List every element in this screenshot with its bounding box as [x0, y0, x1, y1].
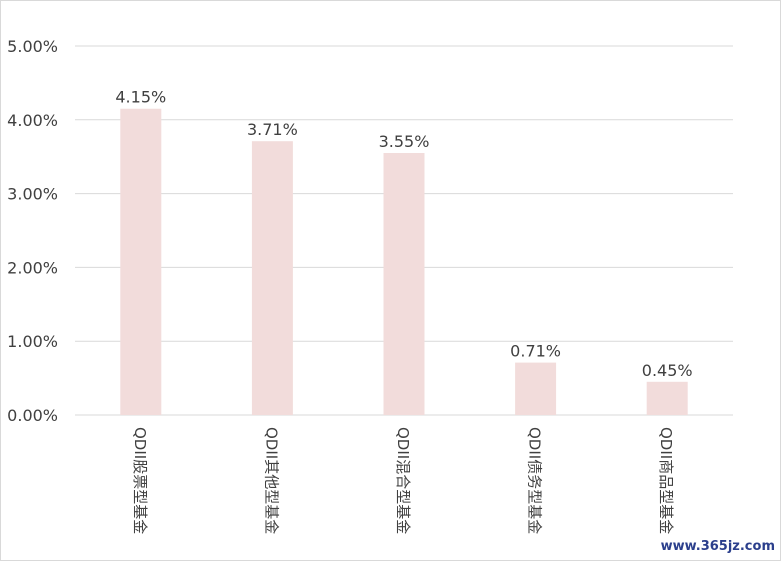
y-tick-label: 2.00%: [7, 258, 58, 277]
data-label: 3.71%: [247, 120, 298, 139]
x-tick-label: QDII其他型基金: [262, 427, 280, 534]
bar: [251, 141, 293, 415]
x-tick-label: QDII混合型基金: [394, 427, 412, 534]
bar: [120, 108, 162, 415]
bar: [646, 381, 688, 415]
watermark: www.365jz.com: [661, 539, 775, 554]
bar: [515, 362, 557, 415]
x-axis: QDII股票型基金 QDII其他型基金 QDII混合型基金 QDII债务型基金 QDII…: [131, 427, 675, 534]
data-label: 0.45%: [642, 361, 693, 380]
data-label: 4.15%: [115, 88, 166, 107]
y-tick-label: 0.00%: [7, 406, 58, 425]
y-tick-label: 4.00%: [7, 111, 58, 130]
y-tick-label: 5.00%: [7, 37, 58, 56]
y-tick-label: 1.00%: [7, 332, 58, 351]
x-tick-label: QDII债务型基金: [526, 427, 544, 534]
y-tick-label: 3.00%: [7, 185, 58, 204]
data-label: 3.55%: [379, 132, 430, 151]
gridlines: [75, 45, 733, 416]
y-axis: 0.00% 1.00% 2.00% 3.00% 4.00% 5.00%: [7, 37, 58, 425]
data-label: 0.71%: [510, 342, 561, 361]
data-labels: 4.15% 3.71% 3.55% 0.71% 0.45%: [115, 88, 692, 380]
x-tick-label: QDII股票型基金: [131, 427, 149, 534]
bars: [120, 108, 688, 415]
bar: [383, 153, 425, 415]
x-tick-label: QDII商品型基金: [657, 427, 675, 534]
